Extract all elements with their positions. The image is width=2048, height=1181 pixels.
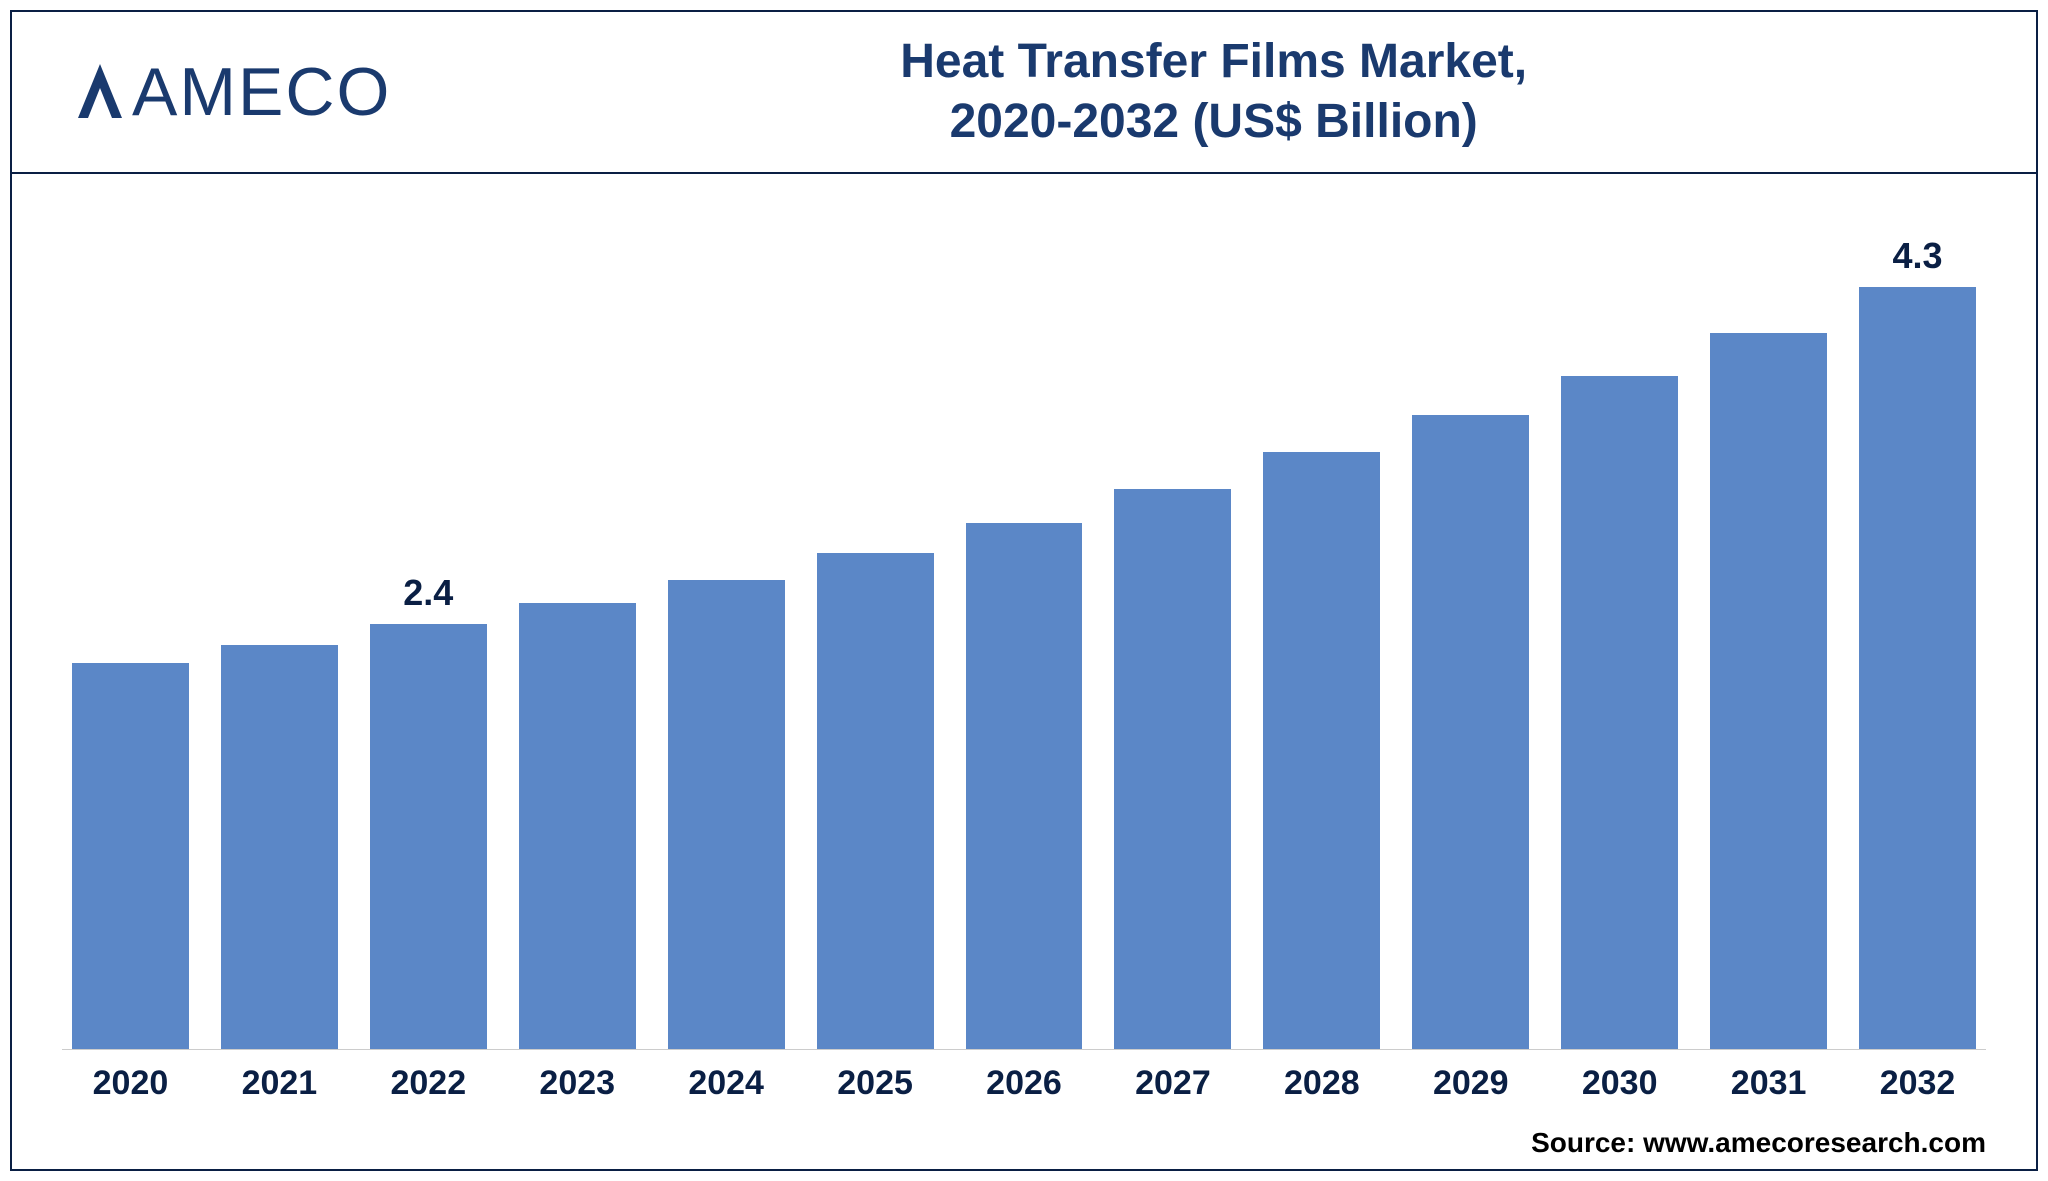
x-axis-label: 2020: [72, 1064, 189, 1103]
bar-slot: [1710, 234, 1827, 1049]
bar: [221, 645, 338, 1049]
x-axis-label: 2026: [966, 1064, 1083, 1103]
bar-slot: [668, 234, 785, 1049]
x-axis-label: 2021: [221, 1064, 338, 1103]
chart-title: Heat Transfer Films Market, 2020-2032 (U…: [451, 32, 1976, 152]
chart-frame: AMECO Heat Transfer Films Market, 2020-2…: [10, 10, 2038, 1171]
chart-area: 2.44.3 202020212022202320242025202620272…: [12, 174, 2036, 1123]
bar: [1710, 333, 1827, 1049]
x-axis: 2020 2021 2022 2023 2024 2025 2026 2027 2028 2029…: [62, 1050, 1986, 1103]
bar: [72, 663, 189, 1049]
x-axis-label: 2024: [668, 1064, 785, 1103]
bar-slot: [1412, 234, 1529, 1049]
x-axis-label: 2029: [1412, 1064, 1529, 1103]
bar: [1561, 376, 1678, 1049]
bar: [1412, 415, 1529, 1049]
x-axis-label: 2027: [1114, 1064, 1231, 1103]
x-axis-label: 2031: [1710, 1064, 1827, 1103]
bar-value-label: 2.4: [403, 572, 453, 616]
bar-slot: [817, 234, 934, 1049]
x-axis-label: 2025: [817, 1064, 934, 1103]
bar-slot: 4.3: [1859, 234, 1976, 1049]
logo-icon: [72, 60, 128, 124]
bar: [519, 603, 636, 1049]
bar: [1859, 287, 1976, 1049]
title-line-1: Heat Transfer Films Market,: [451, 32, 1976, 92]
bar-slot: [221, 234, 338, 1049]
logo: AMECO: [72, 53, 391, 131]
source-attribution: Source: www.amecoresearch.com: [12, 1123, 2036, 1169]
bar-slot: [1561, 234, 1678, 1049]
bar-slot: [1263, 234, 1380, 1049]
x-axis-label: 2022: [370, 1064, 487, 1103]
x-axis-label: 2030: [1561, 1064, 1678, 1103]
bar: [966, 523, 1083, 1049]
bar-slot: [1114, 234, 1231, 1049]
bar: [1114, 489, 1231, 1049]
bar: [668, 580, 785, 1050]
bar: [370, 624, 487, 1049]
x-axis-label: 2032: [1859, 1064, 1976, 1103]
x-axis-label: 2028: [1263, 1064, 1380, 1103]
logo-text: AMECO: [132, 53, 391, 131]
bar: [817, 553, 934, 1049]
bar-slot: [72, 234, 189, 1049]
bar-value-label: 4.3: [1893, 235, 1943, 279]
bar-slot: [519, 234, 636, 1049]
x-axis-label: 2023: [519, 1064, 636, 1103]
bar: [1263, 452, 1380, 1049]
bars-container: 2.4 4.3: [62, 234, 1986, 1050]
bar-slot: 2.4: [370, 234, 487, 1049]
header: AMECO Heat Transfer Films Market, 2020-2…: [12, 12, 2036, 174]
title-line-2: 2020-2032 (US$ Billion): [451, 92, 1976, 152]
bar-slot: [966, 234, 1083, 1049]
